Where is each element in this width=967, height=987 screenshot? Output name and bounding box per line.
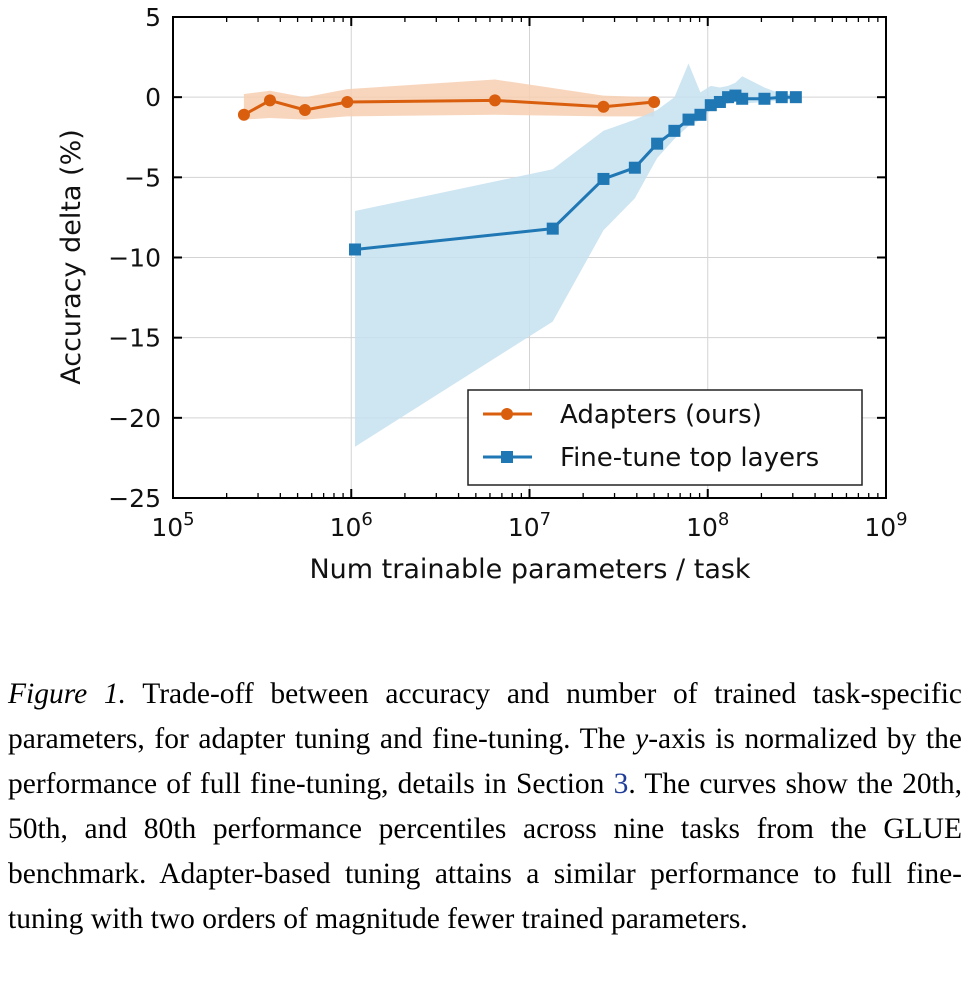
point-finetune [651,137,664,150]
percentile-bands [243,63,796,447]
x-tick-exponent: 9 [896,509,907,530]
point-adapters [263,94,276,107]
legend: Adapters (ours) Fine-tune top layers [467,389,863,486]
point-finetune [789,91,802,104]
y-tick-label: −25 [108,484,161,513]
point-finetune [349,243,362,256]
y-tick-label: −5 [124,163,161,192]
point-finetune [758,92,771,105]
caption-y-variable: y [635,723,649,755]
x-tick-label: 108 [686,509,729,542]
point-finetune [775,91,788,104]
point-finetune [668,124,681,137]
figure-caption: Figure 1. Trade-off between accuracy and… [8,672,962,942]
point-finetune [628,161,641,174]
point-adapters [237,108,250,121]
x-tick-base: 10 [508,513,540,542]
x-tick-label: 107 [508,509,551,542]
legend-label-adapters: Adapters (ours) [560,400,762,430]
y-axis-label: Accuracy delta (%) [56,129,87,385]
x-tick-label: 105 [151,509,194,542]
x-tick-exponent: 8 [718,509,729,530]
x-tick-exponent: 7 [540,509,551,530]
x-tick-base: 10 [686,513,718,542]
point-adapters [298,103,311,116]
y-tick-label: −10 [108,244,161,273]
legend-label-finetune: Fine-tune top layers [560,443,819,473]
caption-section-link[interactable]: 3 [613,768,629,800]
legend-marker-finetune [501,451,513,463]
legend-box [467,389,863,486]
point-finetune [704,99,717,112]
series-markers [237,89,802,256]
point-adapters [341,95,354,108]
y-tick-label: 5 [145,3,161,32]
x-tick-base: 10 [864,513,896,542]
point-adapters [648,95,661,108]
point-finetune [597,172,610,185]
legend-marker-adapters [501,408,513,420]
x-tick-exponent: 6 [361,509,372,530]
x-tick-label: 106 [330,509,373,542]
point-finetune [546,222,559,235]
x-axis-label: Num trainable parameters / task [309,554,750,585]
caption-text-2: -axis is normalized by the performance o… [8,723,962,800]
point-finetune [694,108,707,121]
point-adapters [488,94,501,107]
point-finetune [682,113,695,126]
point-finetune [736,92,749,105]
x-tick-base: 10 [151,513,183,542]
x-tick-label: 109 [864,509,907,542]
axis-ticks [172,16,887,499]
x-tick-base: 10 [330,513,362,542]
caption-figure-label: Figure 1. [8,678,127,710]
x-tick-exponent: 5 [183,509,194,530]
y-tick-label: −15 [108,324,161,353]
caption-text-1: Trade-off between accuracy and number of… [8,678,962,755]
band-finetune [355,63,796,447]
caption-text-3: . The curves show the 20th, 50th, and 80… [8,768,962,935]
y-tick-label: 0 [145,83,161,112]
y-tick-label: −20 [108,404,161,433]
point-adapters [597,100,610,113]
